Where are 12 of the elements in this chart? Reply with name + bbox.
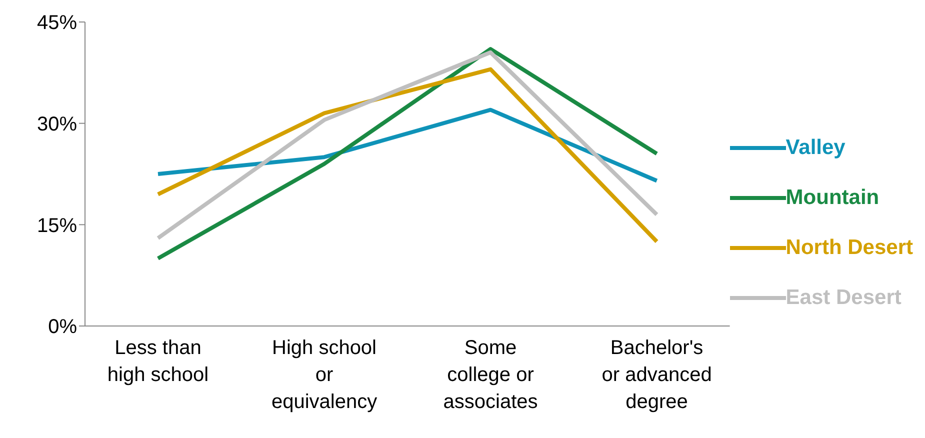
legend-label: Mountain bbox=[786, 186, 880, 210]
x-tick-label: Some college or associates bbox=[443, 337, 538, 413]
y-tick-label: 0% bbox=[48, 316, 78, 338]
y-tick-label: 45% bbox=[36, 12, 78, 34]
legend-label: East Desert bbox=[786, 286, 902, 310]
legend-label: North Desert bbox=[786, 236, 913, 260]
y-tick-label: 15% bbox=[36, 214, 78, 237]
x-tick-label: Bachelor's or advanced degree bbox=[602, 337, 712, 413]
x-tick-label: Less than high school bbox=[107, 337, 209, 386]
legend-label: Valley bbox=[786, 136, 846, 160]
x-tick-label: High school or equivalency bbox=[271, 337, 378, 413]
y-tick-label: 30% bbox=[36, 113, 78, 136]
